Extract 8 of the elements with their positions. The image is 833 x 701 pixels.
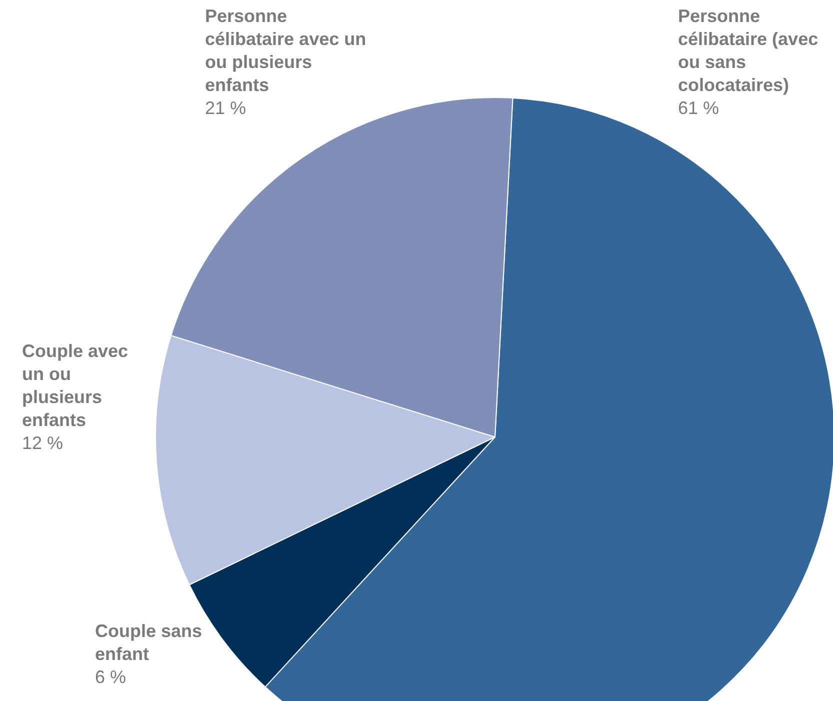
- data-label: 6 %: [95, 667, 126, 687]
- data-label: 21 %: [205, 98, 246, 118]
- slice-label: Couple avec un ou plusieurs enfants: [22, 340, 130, 432]
- slice-label: Personne célibataire avec un ou plusieurs enfants: [205, 5, 368, 97]
- slice-label: Couple sans enfant: [95, 620, 204, 666]
- slice-label: Personne célibataire (avec ou sans colocataires): [678, 5, 820, 97]
- data-label: 12 %: [22, 433, 64, 453]
- data-label: 61 %: [678, 98, 720, 118]
